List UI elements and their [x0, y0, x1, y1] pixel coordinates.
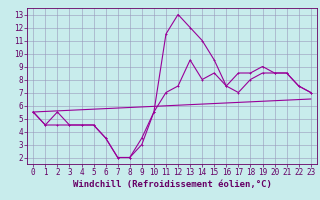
X-axis label: Windchill (Refroidissement éolien,°C): Windchill (Refroidissement éolien,°C) [73, 180, 271, 189]
